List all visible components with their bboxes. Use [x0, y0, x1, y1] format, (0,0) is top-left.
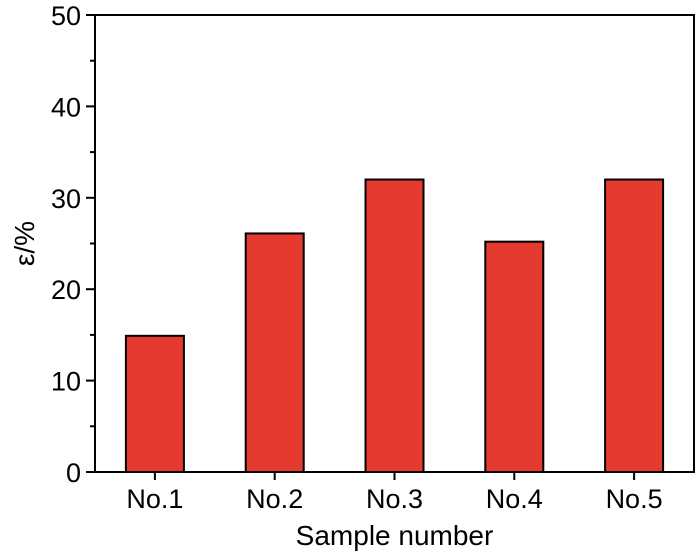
y-axis-ticks: 0 10 20 30 40 50 — [51, 1, 95, 488]
bar-no-2 — [244, 232, 305, 473]
y-tick-label: 10 — [51, 367, 81, 397]
bar-no-4 — [484, 240, 545, 473]
y-tick-label: 50 — [51, 1, 81, 31]
bar-no-5 — [604, 178, 665, 474]
x-tick-label: No.5 — [606, 484, 663, 514]
y-tick-label: 0 — [66, 458, 81, 488]
bar-no-1 — [124, 334, 185, 473]
y-tick-label: 40 — [51, 92, 81, 122]
x-axis-tick-labels: No.1 No.2 No.3 No.4 No.5 — [126, 472, 663, 514]
x-tick-label: No.4 — [486, 484, 543, 514]
plot-frame — [94, 14, 695, 473]
x-axis-title: Sample number — [296, 520, 494, 551]
x-tick-label: No.2 — [246, 484, 303, 514]
y-tick-label: 30 — [51, 184, 81, 214]
y-tick-label: 20 — [51, 275, 81, 305]
bar-no-3 — [364, 178, 425, 474]
x-tick-label: No.3 — [366, 484, 423, 514]
x-tick-label: No.1 — [126, 484, 183, 514]
y-axis-title: ε/% — [9, 221, 40, 266]
bars — [124, 178, 665, 474]
